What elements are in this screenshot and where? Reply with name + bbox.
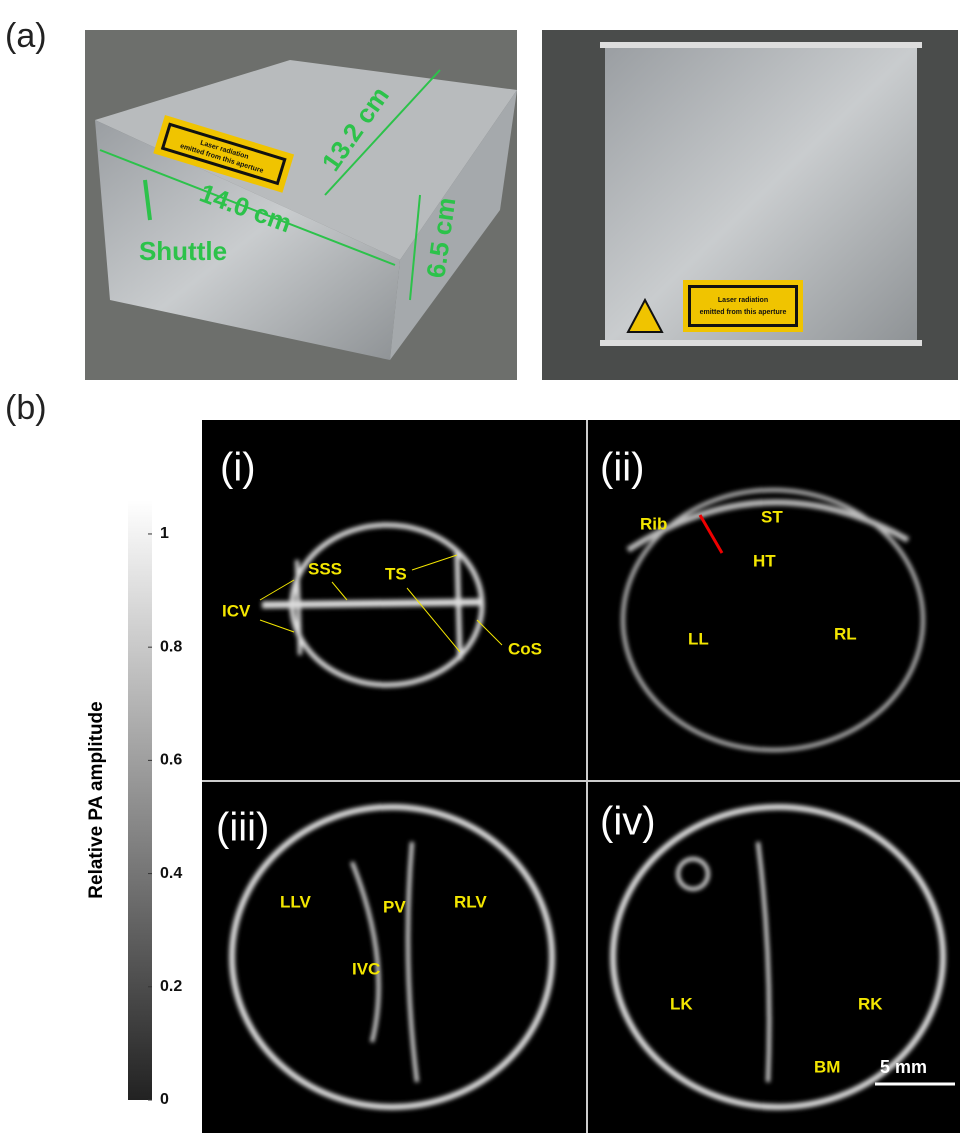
annotation: HT	[753, 551, 776, 570]
pa-image: (iii) LLV PV RLV IVC	[202, 782, 586, 1133]
colorbar-tick-label: 0.6	[160, 752, 182, 769]
sign-text: emitted from this aperture	[700, 309, 787, 316]
annotation: IVC	[352, 959, 380, 978]
scale-bar-label: 5 mm	[880, 1057, 927, 1077]
colorbar-tick-label: 0.4	[160, 865, 182, 882]
colorbar-tick-label: 0.2	[160, 978, 182, 995]
colorbar-tick-label: 0.8	[160, 638, 182, 655]
colorbar-tick-label: 1	[160, 525, 169, 542]
sign-text: Laser radiation	[718, 297, 768, 304]
pa-image: (ii) Rib ST HT LL RL	[588, 420, 960, 780]
pa-image: (i) ICV SSS TS CoS	[202, 420, 586, 780]
image-label: (iv)	[600, 800, 656, 844]
annotation: LL	[688, 629, 709, 648]
image-label: (iii)	[216, 806, 269, 850]
annotation: RL	[834, 624, 857, 643]
panel-label: (a)	[5, 17, 47, 55]
annotation: RLV	[454, 892, 487, 911]
photo-right: Laser radiation emitted from this apertu…	[542, 30, 958, 380]
colorbar: Relative PA amplitude 0 0.2 0.4 0.6 0.8 1	[86, 500, 182, 1108]
annotation: ICV	[222, 601, 251, 620]
annotation: LLV	[280, 892, 312, 911]
shuttle-label: Shuttle	[139, 236, 227, 266]
annotation: TS	[385, 564, 407, 583]
annotation: Rib	[640, 514, 667, 533]
annotation: SSS	[308, 559, 342, 578]
pa-image: (iv) LK RK BM 5 mm	[588, 782, 960, 1133]
image-label: (ii)	[600, 446, 644, 490]
annotation: RK	[858, 994, 883, 1013]
annotation: ST	[761, 507, 783, 526]
panel-label: (b)	[5, 389, 47, 427]
photo-left: Laser radiation emitted from this apertu…	[85, 30, 517, 380]
annotation: BM	[814, 1057, 840, 1076]
colorbar-gradient	[128, 500, 152, 1100]
figure: (a) Laser radiation emitted from this ap…	[0, 0, 960, 1133]
colorbar-label: Relative PA amplitude	[86, 701, 107, 898]
annotation: CoS	[508, 639, 542, 658]
annotation: PV	[383, 897, 406, 916]
colorbar-tick-label: 0	[160, 1091, 169, 1108]
annotation: LK	[670, 994, 693, 1013]
image-label: (i)	[220, 446, 256, 490]
